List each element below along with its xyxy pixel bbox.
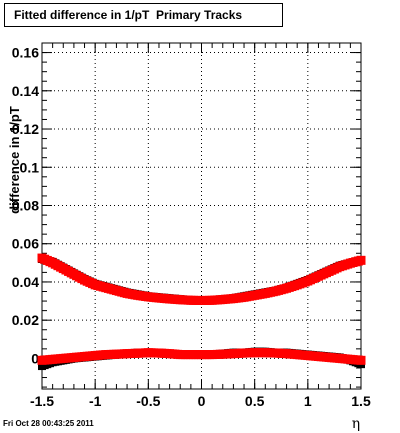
y-tick-label: 0.16 [12, 45, 39, 61]
x-tick-label: 1 [304, 393, 312, 409]
data-point [356, 355, 366, 365]
y-tick-label: 0.02 [12, 312, 39, 328]
y-tick-label: 0.1 [20, 159, 40, 175]
chart-title: Fitted difference in 1/pT Primary Tracks [14, 8, 243, 22]
x-tick-label: -1 [89, 393, 102, 409]
timestamp-footer: Fri Oct 28 00:43:25 2011 [3, 419, 94, 428]
y-tick-labels: 0 0.02 0.04 0.06 0.08 0.1 0.12 0.14 0.16 [12, 45, 39, 367]
x-axis-title: η [352, 416, 360, 432]
y-tick-label: 0.04 [12, 274, 39, 290]
grid-lines [42, 43, 361, 389]
data-series [37, 253, 366, 371]
y-tick-label: 0.14 [12, 83, 39, 99]
x-tick-label: 1.5 [351, 393, 371, 409]
y-tick-label: 0.08 [12, 197, 39, 213]
x-tick-label: 0.5 [245, 393, 265, 409]
series-3 [37, 253, 366, 305]
y-tick-label: 0.12 [12, 121, 39, 137]
series-1 [37, 348, 366, 365]
y-tick-label: 0.06 [12, 236, 39, 252]
x-tick-label: 0 [198, 393, 206, 409]
data-point [356, 255, 366, 265]
y-axis-title: difference in 1/pT [7, 106, 22, 214]
y-tick-label: 0 [31, 350, 39, 366]
x-tick-label: -1.5 [30, 393, 54, 409]
chart-title-box: Fitted difference in 1/pT Primary Tracks [4, 3, 283, 27]
x-tick-labels: -1.5 -1 -0.5 0 0.5 1 1.5 [30, 393, 371, 409]
x-tick-label: -0.5 [136, 393, 160, 409]
